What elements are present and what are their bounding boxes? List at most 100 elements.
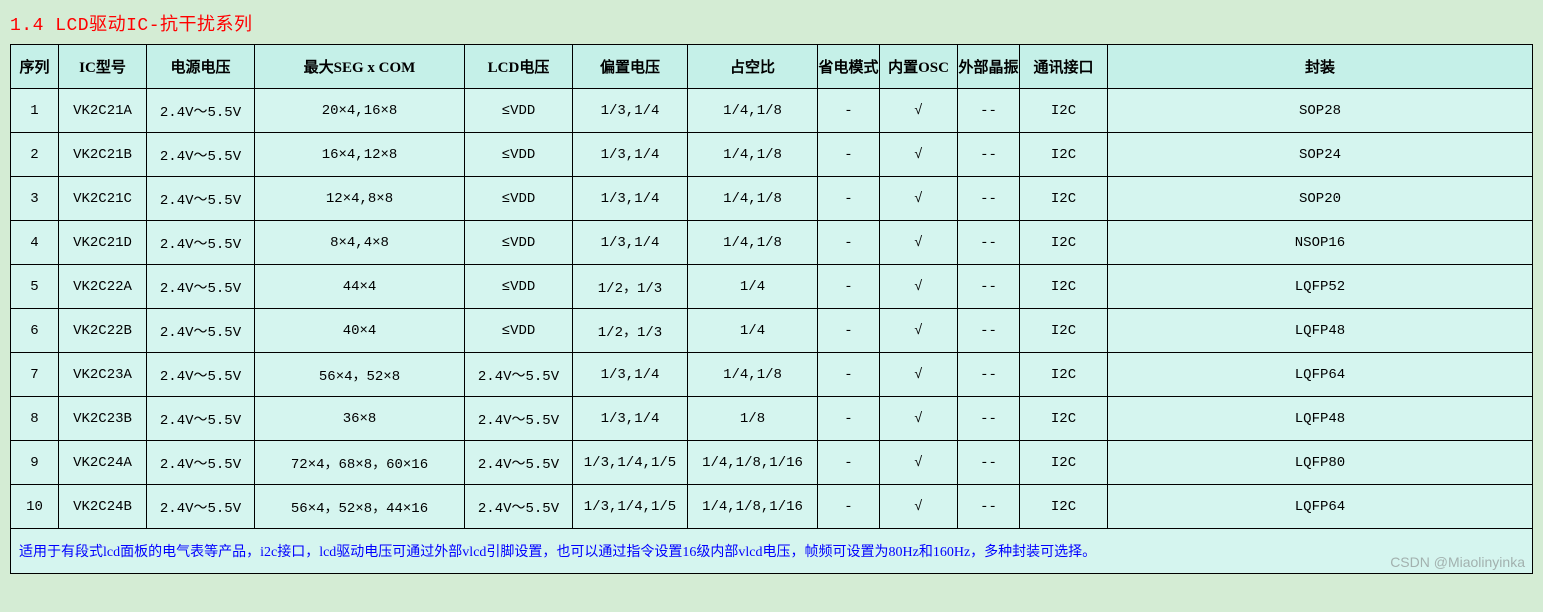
table-cell: LQFP64 (1108, 353, 1533, 397)
table-cell: -- (958, 221, 1020, 265)
table-cell: 2.4V～5.5V (465, 353, 573, 397)
table-cell: 1/3,1/4 (573, 89, 688, 133)
col-header-3: 最大SEG x COM (255, 45, 465, 89)
table-cell: I2C (1020, 221, 1108, 265)
table-cell: 1/4 (688, 309, 818, 353)
table-cell: VK2C24A (59, 441, 147, 485)
table-cell: √ (880, 221, 958, 265)
table-cell: √ (880, 89, 958, 133)
table-cell: -- (958, 485, 1020, 529)
table-cell: I2C (1020, 441, 1108, 485)
table-cell: 40×4 (255, 309, 465, 353)
table-cell: 7 (11, 353, 59, 397)
page-container: 1.4 LCD驱动IC-抗干扰系列 序列IC型号电源电压最大SEG x COML… (0, 0, 1543, 584)
table-row: 1VK2C21A2.4V～5.5V20×4,16×8≤VDD1/3,1/41/4… (11, 89, 1533, 133)
table-cell: -- (958, 353, 1020, 397)
table-cell: 1/2，1/3 (573, 265, 688, 309)
table-cell: 1/4,1/8 (688, 133, 818, 177)
table-cell: 4 (11, 221, 59, 265)
table-cell: 12×4,8×8 (255, 177, 465, 221)
table-cell: I2C (1020, 177, 1108, 221)
table-cell: -- (958, 441, 1020, 485)
table-cell: 2.4V～5.5V (147, 397, 255, 441)
col-header-4: LCD电压 (465, 45, 573, 89)
table-cell: - (818, 221, 880, 265)
table-cell: I2C (1020, 133, 1108, 177)
section-title: 1.4 LCD驱动IC-抗干扰系列 (10, 4, 1533, 44)
table-cell: 2.4V～5.5V (147, 441, 255, 485)
table-cell: 2.4V～5.5V (147, 265, 255, 309)
table-cell: 1/4,1/8,1/16 (688, 441, 818, 485)
table-cell: 1/4,1/8 (688, 177, 818, 221)
table-cell: 2.4V～5.5V (465, 441, 573, 485)
table-cell: 8 (11, 397, 59, 441)
table-cell: 5 (11, 265, 59, 309)
table-cell: - (818, 309, 880, 353)
table-cell: I2C (1020, 397, 1108, 441)
footnote-cell: 适用于有段式lcd面板的电气表等产品，i2c接口，lcd驱动电压可通过外部vlc… (11, 529, 1533, 574)
table-cell: -- (958, 177, 1020, 221)
table-cell: LQFP80 (1108, 441, 1533, 485)
table-cell: ≤VDD (465, 265, 573, 309)
table-cell: √ (880, 265, 958, 309)
table-cell: LQFP52 (1108, 265, 1533, 309)
table-cell: -- (958, 309, 1020, 353)
table-cell: 2.4V～5.5V (147, 221, 255, 265)
table-cell: -- (958, 397, 1020, 441)
table-cell: 1 (11, 89, 59, 133)
table-cell: 1/4,1/8 (688, 221, 818, 265)
table-cell: 10 (11, 485, 59, 529)
table-cell: 9 (11, 441, 59, 485)
table-cell: 1/2，1/3 (573, 309, 688, 353)
table-cell: - (818, 441, 880, 485)
table-cell: ≤VDD (465, 309, 573, 353)
table-row: 3VK2C21C2.4V～5.5V12×4,8×8≤VDD1/3,1/41/4,… (11, 177, 1533, 221)
table-cell: - (818, 265, 880, 309)
col-header-11: 封装 (1108, 45, 1533, 89)
table-cell: - (818, 177, 880, 221)
table-cell: LQFP48 (1108, 397, 1533, 441)
table-cell: 1/3,1/4 (573, 133, 688, 177)
table-cell: VK2C22B (59, 309, 147, 353)
table-cell: -- (958, 265, 1020, 309)
table-cell: I2C (1020, 353, 1108, 397)
col-header-5: 偏置电压 (573, 45, 688, 89)
col-header-8: 内置OSC (880, 45, 958, 89)
table-cell: LQFP64 (1108, 485, 1533, 529)
table-row: 6VK2C22B2.4V～5.5V40×4≤VDD1/2，1/31/4-√--I… (11, 309, 1533, 353)
table-cell: SOP28 (1108, 89, 1533, 133)
table-cell: √ (880, 309, 958, 353)
table-cell: VK2C24B (59, 485, 147, 529)
table-cell: √ (880, 485, 958, 529)
footnote-row: 适用于有段式lcd面板的电气表等产品，i2c接口，lcd驱动电压可通过外部vlc… (11, 529, 1533, 574)
table-cell: 2.4V～5.5V (147, 177, 255, 221)
table-cell: 56×4，52×8 (255, 353, 465, 397)
table-cell: 2 (11, 133, 59, 177)
table-cell: 1/3,1/4 (573, 177, 688, 221)
table-cell: I2C (1020, 89, 1108, 133)
table-row: 10VK2C24B2.4V～5.5V56×4，52×8，44×162.4V～5.… (11, 485, 1533, 529)
table-cell: 1/3,1/4 (573, 397, 688, 441)
table-header: 序列IC型号电源电压最大SEG x COMLCD电压偏置电压占空比省电模式内置O… (11, 45, 1533, 89)
table-cell: ≤VDD (465, 133, 573, 177)
table-cell: 1/3,1/4 (573, 353, 688, 397)
table-cell: ≤VDD (465, 89, 573, 133)
table-cell: 16×4,12×8 (255, 133, 465, 177)
table-cell: 1/4,1/8,1/16 (688, 485, 818, 529)
table-cell: I2C (1020, 485, 1108, 529)
col-header-10: 通讯接口 (1020, 45, 1108, 89)
col-header-2: 电源电压 (147, 45, 255, 89)
table-cell: 1/3,1/4,1/5 (573, 441, 688, 485)
table-cell: 2.4V～5.5V (465, 397, 573, 441)
table-cell: ≤VDD (465, 221, 573, 265)
table-cell: 1/4,1/8 (688, 353, 818, 397)
table-cell: VK2C22A (59, 265, 147, 309)
table-cell: SOP20 (1108, 177, 1533, 221)
table-cell: 1/3,1/4 (573, 221, 688, 265)
table-cell: 2.4V～5.5V (147, 89, 255, 133)
table-cell: VK2C21B (59, 133, 147, 177)
table-row: 5VK2C22A2.4V～5.5V44×4≤VDD1/2，1/31/4-√--I… (11, 265, 1533, 309)
table-cell: VK2C21C (59, 177, 147, 221)
table-row: 2VK2C21B2.4V～5.5V16×4,12×8≤VDD1/3,1/41/4… (11, 133, 1533, 177)
table-row: 4VK2C21D2.4V～5.5V8×4,4×8≤VDD1/3,1/41/4,1… (11, 221, 1533, 265)
